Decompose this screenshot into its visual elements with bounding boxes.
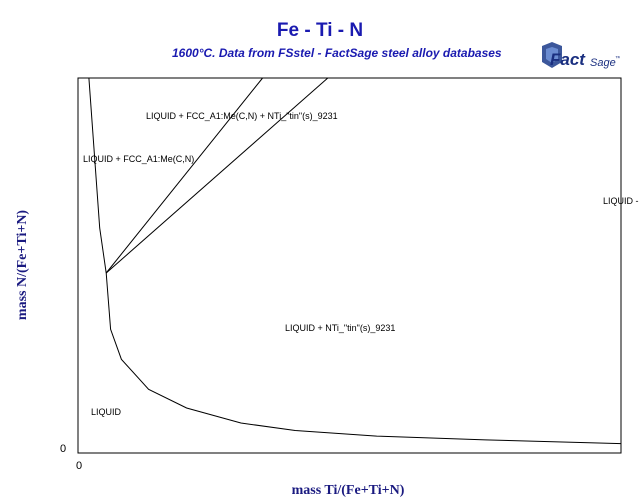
logo-tm-text: ™ bbox=[615, 55, 620, 62]
y-axis-label: mass N/(Fe+Ti+N) bbox=[15, 210, 30, 321]
region-label-liquid-fcc-tin: LIQUID + FCC_A1:Me(C,N) + NTi_"tin"(s)_9… bbox=[146, 111, 338, 121]
chart-subtitle: 1600°C. Data from FSstel - FactSage stee… bbox=[172, 46, 502, 60]
region-label-liquid-tin: LIQUID + NTi_"tin"(s)_9231 bbox=[285, 323, 395, 333]
factsage-logo-icon bbox=[542, 42, 562, 68]
phase-boundary-line-2 bbox=[105, 77, 263, 274]
factsage-logo: Fact Sage ™ bbox=[542, 42, 620, 69]
region-label-liquid-right: LIQUID - bbox=[603, 196, 639, 206]
series-layer bbox=[88, 77, 622, 445]
x-axis-label: mass Ti/(Fe+Ti+N) bbox=[292, 483, 405, 498]
region-label-liquid: LIQUID bbox=[91, 407, 122, 417]
region-label-liquid-fcc: LIQUID + FCC_A1:Me(C,N) bbox=[83, 154, 194, 164]
logo-sage-text: Sage bbox=[590, 57, 616, 69]
phase-boundary-line-3 bbox=[105, 77, 329, 274]
phase-boundary-line-1 bbox=[88, 77, 622, 445]
plot-frame bbox=[77, 77, 622, 454]
x-tick-label: 0 bbox=[76, 460, 82, 472]
logo-fact-text: Fact bbox=[550, 50, 586, 69]
y-tick-label: 0 bbox=[60, 443, 66, 455]
chart-title: Fe - Ti - N bbox=[276, 20, 364, 41]
